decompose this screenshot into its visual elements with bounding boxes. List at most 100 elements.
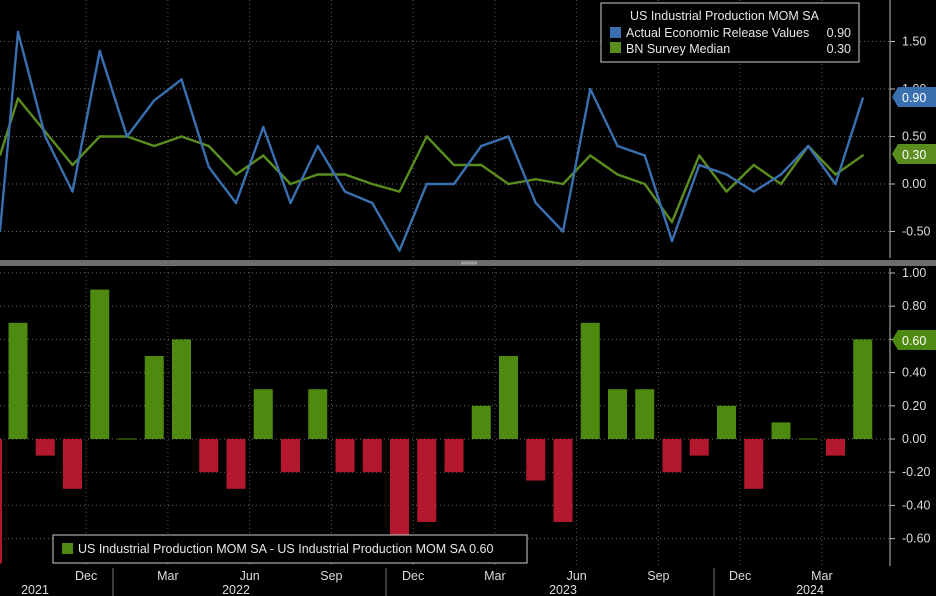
series-line-survey-point — [234, 173, 238, 176]
top-chart-marks — [0, 30, 864, 252]
bar — [608, 389, 627, 439]
series-line-actual-point — [507, 135, 510, 138]
badge-survey-shape — [892, 144, 936, 164]
series-line-survey-point — [16, 97, 20, 100]
series-line-survey-point — [398, 190, 401, 193]
series-line-actual-point — [643, 154, 646, 157]
bottom-legend: US Industrial Production MOM SA - US Ind… — [52, 534, 528, 564]
top-tick-label: 0.50 — [902, 130, 926, 144]
x-year-label: 2022 — [222, 583, 250, 596]
series-line-actual-point — [752, 190, 755, 193]
series-line-actual-point — [262, 125, 265, 129]
bottom-tick-label: 0.20 — [902, 399, 926, 413]
bar — [90, 289, 110, 439]
legend-value-survey: 0.30 — [827, 42, 851, 56]
bottom-tick-label: 0.00 — [902, 432, 926, 446]
series-line-survey-point — [289, 182, 292, 186]
series-line-actual-point — [316, 144, 319, 148]
bar — [526, 439, 546, 481]
series-line-survey-point — [98, 135, 101, 138]
x-month-label: Jun — [240, 569, 260, 583]
bottom-tick-label: 1.00 — [902, 266, 926, 280]
legend-value-actual: 0.90 — [827, 26, 851, 40]
series-line-survey-point — [452, 163, 456, 167]
bar — [580, 322, 600, 439]
bar — [308, 389, 328, 439]
series-line-actual-point — [425, 182, 428, 186]
x-year-label: 2021 — [21, 583, 49, 596]
legend-label-actual: Actual Economic Release Values — [626, 26, 809, 40]
series-line-actual-point — [616, 144, 619, 148]
series-line-survey-point — [561, 182, 565, 186]
x-year-label: 2023 — [549, 583, 577, 596]
bar — [199, 439, 219, 473]
badge-diff-last: 0.60 — [892, 330, 936, 350]
series-line-actual-point — [207, 165, 210, 169]
series-line-survey-point — [534, 178, 537, 181]
bar — [390, 439, 409, 539]
x-month-label: Mar — [811, 569, 833, 583]
legend-label-survey: BN Survey Median — [626, 42, 730, 56]
series-line-actual-point — [561, 230, 565, 233]
x-month-label: Jun — [567, 569, 587, 583]
series-line-survey-point — [71, 163, 74, 167]
bottom-tick-label: -0.20 — [902, 465, 931, 479]
badge-actual-last: 0.90 — [892, 87, 936, 107]
x-month-label: Dec — [729, 569, 751, 583]
bottom-legend-box — [52, 534, 528, 564]
legend-label-diff: US Industrial Production MOM SA - US Ind… — [78, 542, 493, 556]
series-line-actual-point — [289, 201, 292, 205]
bar — [771, 422, 791, 439]
series-line-survey-point — [589, 154, 592, 157]
bar — [499, 356, 518, 439]
series-line-actual-point — [125, 135, 129, 138]
x-year-label: 2024 — [796, 583, 824, 596]
series-line-survey-point — [262, 154, 265, 157]
bar — [172, 339, 191, 439]
bottom-tick-label: 0.80 — [902, 299, 926, 313]
bar — [853, 339, 873, 439]
bar — [226, 439, 246, 489]
series-line-survey-point — [371, 182, 374, 186]
series-line-actual-point — [534, 201, 537, 205]
bar — [417, 439, 437, 522]
badge-actual-shape — [892, 87, 936, 107]
legend-swatch-actual — [610, 27, 621, 38]
bar — [253, 389, 273, 439]
series-line-actual-point — [398, 249, 401, 252]
badge-diff-text: 0.60 — [902, 334, 926, 348]
series-line-actual-point — [589, 87, 592, 91]
x-month-label: Sep — [647, 569, 669, 583]
series-line-actual-point — [16, 30, 20, 34]
series-line-survey-point — [725, 190, 728, 193]
bar — [362, 439, 382, 473]
series-line-actual-point — [861, 97, 864, 100]
bar — [689, 439, 709, 456]
series-line-actual-point — [234, 201, 238, 205]
bar — [744, 439, 764, 489]
series-line-survey-point — [316, 173, 319, 176]
bar — [63, 439, 82, 489]
bottom-tick-label: 0.40 — [902, 366, 926, 380]
series-line-survey-point — [207, 144, 210, 148]
series-line-survey-point — [480, 163, 483, 167]
top-tick-label: 1.50 — [902, 35, 926, 49]
series-line-survey-point — [779, 182, 783, 186]
bar — [471, 405, 491, 439]
series-line-actual-point — [452, 182, 456, 186]
series-line-actual-point — [180, 78, 183, 81]
bar — [117, 438, 137, 440]
bar — [8, 322, 28, 439]
bar — [635, 389, 655, 439]
series-line-actual-point — [71, 190, 74, 193]
series-line-actual-point — [44, 135, 47, 138]
series-line-survey-point — [752, 163, 755, 167]
series-line-survey-point — [343, 173, 347, 176]
series-line-survey-point — [861, 154, 864, 157]
bottom-tick-label: -0.60 — [902, 532, 931, 546]
series-line-survey-point — [643, 182, 646, 186]
series-line-actual-point — [779, 173, 783, 176]
series-line-actual-point — [371, 201, 374, 205]
top-tick-label: -0.50 — [902, 225, 931, 239]
top-legend-title: US Industrial Production MOM SA — [630, 9, 820, 23]
